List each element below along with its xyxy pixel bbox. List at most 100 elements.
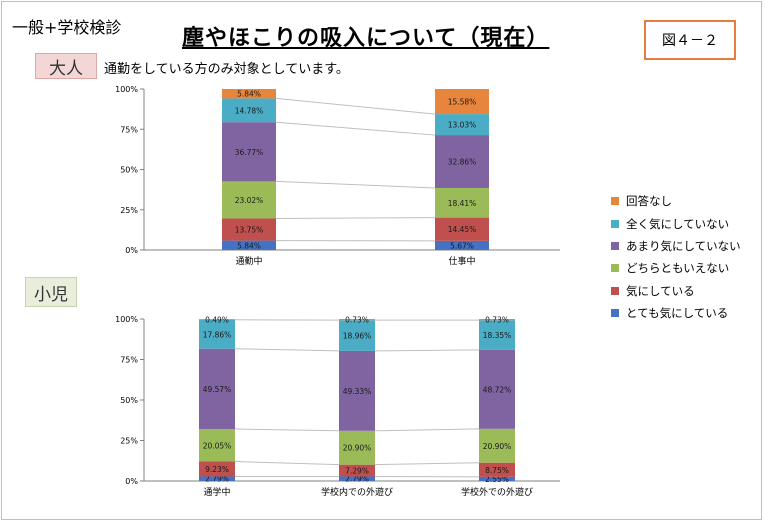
data-label: 5.67%: [450, 241, 474, 250]
bar-segment: [435, 217, 489, 241]
bar-segment: [199, 319, 235, 320]
series-connector-line: [374, 428, 480, 432]
data-label: 20.05%: [203, 441, 232, 450]
data-label: 5.84%: [237, 241, 261, 250]
y-tick-label: 75%: [120, 125, 138, 134]
legend-label: 気にしている: [626, 283, 695, 298]
data-label: 14.78%: [235, 106, 264, 115]
legend-swatch: [611, 197, 619, 206]
bar-segment: [479, 428, 515, 463]
legend-item: 気にしている: [611, 280, 741, 302]
legend-item: あまり気にしていない: [611, 235, 741, 257]
bar-segment: [199, 319, 235, 349]
series-connector-line: [275, 97, 436, 115]
category-label: 通勤中: [235, 255, 262, 267]
data-label: 18.35%: [483, 331, 512, 340]
data-label: 18.96%: [343, 332, 372, 341]
bar-segment: [339, 350, 375, 431]
data-label: 18.41%: [448, 199, 477, 208]
data-label: 32.86%: [448, 158, 477, 167]
data-label: 2.79%: [345, 475, 369, 484]
legend-swatch: [611, 264, 619, 273]
data-label: 17.86%: [203, 330, 232, 339]
y-tick-label: 100%: [115, 315, 138, 324]
legend-item: どちらともいえない: [611, 257, 741, 279]
data-label: 13.75%: [235, 226, 264, 235]
data-label: 36.77%: [235, 148, 264, 157]
data-label: 13.03%: [448, 121, 477, 130]
data-label: 5.84%: [237, 90, 261, 99]
y-tick-label: 75%: [120, 356, 138, 365]
y-tick-label: 50%: [120, 166, 138, 175]
legend-swatch: [611, 309, 619, 318]
data-label: 2.79%: [205, 475, 229, 484]
data-label: 0.73%: [485, 316, 509, 325]
legend-swatch: [611, 286, 619, 295]
bar-segment: [339, 476, 375, 481]
bar-segment: [339, 464, 375, 477]
legend-label: 全く気にしていない: [626, 216, 730, 231]
data-label: 49.57%: [203, 385, 232, 394]
y-tick-label: 0%: [125, 477, 138, 486]
data-label: 0.73%: [345, 316, 369, 325]
data-label: 8.75%: [485, 466, 509, 475]
legend-swatch: [611, 241, 619, 250]
series-connector-line: [275, 180, 436, 189]
bar-segment: [222, 181, 276, 219]
category-label: 通学中: [203, 486, 230, 498]
data-label: 0.49%: [205, 315, 229, 324]
data-label: 9.23%: [205, 465, 229, 474]
category-label: 学校外での外遊び: [461, 486, 533, 498]
bar-segment: [479, 349, 515, 429]
series-connector-line: [374, 349, 480, 352]
y-tick-label: 100%: [115, 85, 138, 94]
bar-segment: [479, 319, 515, 321]
legend-label: とても気にしている: [626, 306, 729, 321]
legend-label: どちらともいえない: [626, 261, 730, 276]
data-label: 7.29%: [345, 467, 369, 476]
series-connector-line: [234, 461, 340, 466]
adult-section-label: 大人: [35, 53, 97, 79]
child-section-label: 小児: [25, 277, 77, 307]
figure-label: 図４－２: [644, 20, 736, 60]
y-tick-label: 25%: [120, 437, 138, 446]
bar-segment: [222, 218, 276, 241]
bar-segment: [435, 240, 489, 250]
chart-legend: 回答なし全く気にしていない あまり気にしていない どちらともいえない 気にしているとて…: [611, 190, 741, 324]
data-label: 15.58%: [448, 98, 477, 107]
data-label: 20.90%: [483, 442, 512, 451]
legend-item: 回答なし: [611, 190, 741, 212]
y-tick-label: 25%: [120, 206, 138, 215]
bar-segment: [222, 89, 276, 99]
bar-segment: [199, 476, 235, 481]
bar-segment: [199, 348, 235, 430]
y-tick-label: 50%: [120, 396, 138, 405]
y-tick-label: 0%: [125, 246, 138, 255]
bar-segment: [339, 430, 375, 465]
bar-segment: [435, 89, 489, 115]
page-title: 塵やほこりの吸入について（現在）: [182, 26, 550, 51]
category-label: 仕事中: [448, 255, 475, 267]
series-connector-line: [234, 428, 340, 432]
bar-segment: [435, 187, 489, 218]
legend-item: とても気にしている: [611, 302, 741, 324]
bar-segment: [479, 320, 515, 350]
bar-segment: [222, 122, 276, 182]
exam-label: 一般+学校検診: [12, 18, 122, 37]
data-label: 14.45%: [448, 225, 477, 234]
data-label: 23.02%: [235, 196, 264, 205]
bar-segment: [339, 320, 375, 351]
bar-segment: [435, 135, 489, 188]
bar-segment: [339, 319, 375, 321]
bar-segment: [222, 98, 276, 123]
bar-segment: [199, 461, 235, 477]
bar-segment: [479, 462, 515, 477]
data-label: 48.72%: [483, 385, 512, 394]
data-label: 49.33%: [343, 387, 372, 396]
legend-label: 回答なし: [626, 194, 672, 209]
series-connector-line: [275, 217, 436, 219]
legend-label: あまり気にしていない: [626, 238, 741, 253]
